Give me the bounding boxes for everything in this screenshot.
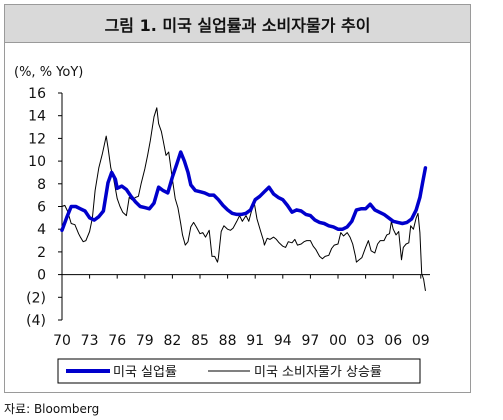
y-tick-label: 2 [37, 245, 46, 261]
y-tick-label: 0 [37, 268, 46, 284]
x-tick-label: 91 [246, 333, 264, 349]
x-tick-label: 88 [219, 333, 237, 349]
x-tick-label: 85 [191, 333, 209, 349]
legend: 미국 실업률 미국 소비자물가 상승률 [57, 358, 421, 384]
x-tick-label: 97 [301, 333, 319, 349]
y-tick-label: 8 [37, 177, 46, 193]
x-tick-label: 82 [163, 333, 181, 349]
plot-area: 16 14 12 10 8 6 4 2 0 (2) (4) 70 73 76 79 82 85 88 91 94 97 0… [26, 86, 430, 349]
x-tick-label: 94 [274, 333, 292, 349]
series-line-unemployment [60, 150, 428, 233]
y-tick-label: 10 [28, 154, 46, 170]
y-tick-label: 16 [28, 86, 46, 102]
x-tick-label: 79 [136, 333, 154, 349]
source-note: 자료: Bloomberg [4, 402, 100, 416]
x-tick-label: 00 [329, 333, 347, 349]
y-tick-label: (4) [26, 313, 46, 329]
x-tick-label: 73 [81, 333, 99, 349]
y-tick-label: 4 [37, 222, 46, 238]
legend-label-unemployment: 미국 실업률 [113, 365, 177, 380]
x-tick-label: 09 [412, 333, 430, 349]
x-tick-label: 70 [53, 333, 71, 349]
x-tick-label: 76 [108, 333, 126, 349]
chart-title: 그림 1. 미국 실업률과 소비자물가 추이 [5, 5, 470, 43]
series-line-cpi [61, 107, 426, 291]
unit-label: (%, % YoY) [14, 65, 83, 80]
chart-frame: 그림 1. 미국 실업률과 소비자물가 추이 [4, 4, 471, 393]
x-tick-label: 06 [384, 333, 402, 349]
y-tick-label: 6 [37, 200, 46, 216]
y-tick-label: 14 [28, 109, 46, 125]
y-tick-label: 12 [28, 131, 46, 147]
x-tick-label: 03 [357, 333, 375, 349]
legend-label-cpi: 미국 소비자물가 상승률 [254, 365, 382, 380]
y-tick-label: (2) [26, 290, 46, 306]
